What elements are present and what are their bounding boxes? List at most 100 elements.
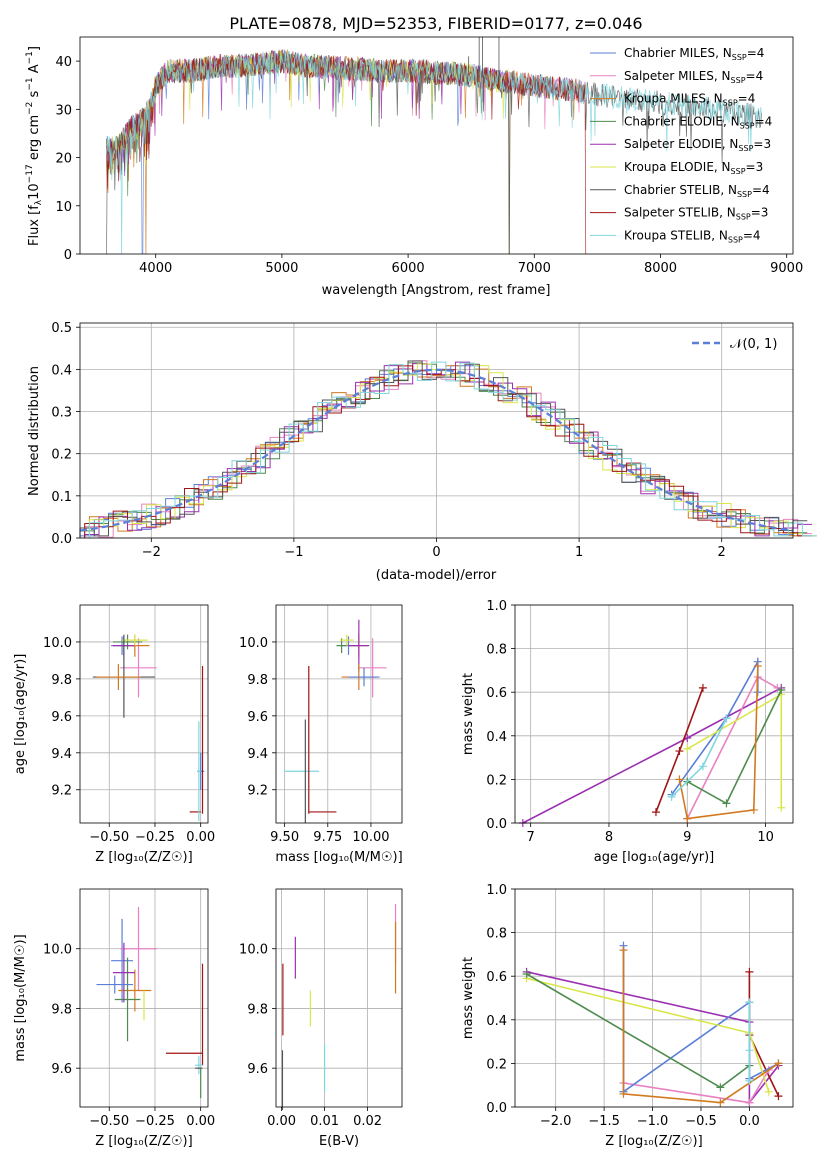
legend-label-value: =4 [747, 46, 765, 60]
legend-label-2: Kroupa MILES, NSSP=4 [624, 92, 755, 108]
weight_vs_age-marker [749, 805, 758, 814]
legend-label-0: Chabrier MILES, NSSP=4 [624, 46, 764, 62]
legend-label-sub: SSP [740, 121, 755, 130]
legend-label-text: Kroupa MILES, N [624, 92, 723, 106]
age_vs_Z-point-3 [112, 634, 143, 650]
weight_vs_age-ytick-label: 0.8 [486, 643, 507, 658]
spectrum-ytick-label: 40 [55, 55, 72, 70]
mass_vs_Z-point-9 [195, 1056, 203, 1075]
weight_vs_age-ytick-label: 0.4 [486, 730, 507, 745]
age_vs_Z-panel: −0.50 −0.25 0.00 9.2 9.4 9.6 9.8 10.0 Z [log₁₀(Z… [13, 604, 215, 865]
mass_vs_ebv-xtick-label: 0.01 [310, 1114, 339, 1129]
weight_vs_age-marker [698, 762, 707, 771]
mass_vs_Z-ytick-label: 10.0 [43, 943, 72, 958]
weight_vs_Z-marker [745, 998, 754, 1007]
mass_vs_ebv-panel: 0.00 0.01 0.02 9.6 9.8 10.0 E(B-V) [239, 888, 403, 1149]
legend-label-sub: SSP [728, 235, 743, 244]
residuals-ytick-label: 0.5 [51, 321, 72, 336]
weight_vs_Z-marker [745, 1046, 754, 1055]
mass_vs_Z-frame [79, 888, 209, 1108]
mass_vs_ebv-ytick-label: 10.0 [239, 943, 268, 958]
legend-label-text: Chabrier MILES, N [624, 46, 732, 60]
weight_vs_Z-frame [514, 888, 794, 1108]
residuals-histogram-6 [79, 360, 808, 538]
age_vs_mass-ytick-label: 10.0 [239, 636, 268, 651]
age_vs_mass-point-1 [358, 638, 387, 698]
weight_vs_Z-ytick-label: 1.0 [486, 883, 507, 898]
legend-label-3: Chabrier ELODIE, NSSP=4 [624, 114, 772, 130]
weight_vs_age-frame [514, 604, 794, 824]
age_vs_mass-point-5 [339, 634, 354, 646]
age_vs_Z-frame [79, 604, 209, 824]
weight_vs_Z-xtick-label: −1.0 [637, 1114, 669, 1129]
mass_vs_Z-ytick-label: 9.6 [51, 1062, 72, 1077]
legend-label-text: Kroupa ELODIE, N [624, 160, 731, 174]
weight_vs_age-marker [667, 792, 676, 801]
legend-label-value: =4 [743, 228, 761, 242]
age_vs_Z-ytick-label: 9.6 [51, 710, 72, 725]
age_vs_Z-xtick-label: −0.25 [135, 830, 175, 845]
weight_vs_Z-marker [745, 967, 754, 976]
weight_vs_age-marker [698, 683, 707, 692]
weight_vs_age-marker [777, 686, 786, 695]
weight_vs_Z-ytick-label: 0.8 [486, 927, 507, 942]
residuals-ytick-label: 0.3 [51, 406, 72, 421]
residuals-xtick-label: 2 [718, 545, 726, 560]
legend-label-sub: SSP [737, 190, 752, 199]
spectrum-ytick-label: 10 [55, 200, 72, 215]
weight_vs_age-ylabel: mass weight [461, 673, 476, 755]
residuals-ylabel: Normed distribution [27, 366, 42, 496]
age_vs_mass-point-3 [336, 638, 347, 654]
weight_vs_age-series-6 [678, 665, 759, 820]
weight_vs_Z-ytick-label: 0.6 [486, 970, 507, 985]
spectrum-xtick-label: 6000 [392, 261, 425, 276]
mass_vs_Z-xtick-label: −0.25 [135, 1114, 175, 1129]
weight_vs_age-ytick-label: 0.2 [486, 773, 507, 788]
spectrum-xtick-label: 7000 [518, 261, 551, 276]
legend-label-sub: SSP [723, 99, 738, 108]
mass_vs_ebv-ytick-label: 9.6 [247, 1062, 268, 1077]
age_vs_Z-point-5 [122, 634, 148, 646]
mass_vs_ebv-ytick-label: 9.8 [247, 1002, 268, 1017]
weight_vs_age-xtick-label: 10 [757, 830, 774, 845]
age_vs_mass-ytick-label: 9.4 [247, 747, 268, 762]
residuals-ytick-label: 0.0 [51, 532, 72, 547]
weight_vs_age-marker [777, 803, 786, 812]
legend-label-sub: SSP [738, 144, 753, 153]
legend-label-sub: SSP [731, 167, 746, 176]
spectrum-xlabel: wavelength [Angstrom, rest frame] [322, 283, 551, 298]
weight_vs_age-series-3 [670, 658, 759, 796]
weight_vs_Z-series-2 [622, 950, 770, 1104]
legend-label-7: Salpeter STELIB, NSSP=3 [624, 206, 768, 222]
weight_vs_Z-marker [745, 1098, 754, 1107]
age_vs_mass-ytick-label: 9.8 [247, 673, 268, 688]
mass_vs_Z-point-3 [114, 957, 141, 1042]
spectrum-xtick-label: 9000 [770, 261, 803, 276]
weight_vs_Z-xtick-label: −2.0 [540, 1114, 572, 1129]
legend-label-4: Salpeter ELODIE, NSSP=3 [624, 137, 771, 153]
legend-label-text: Chabrier STELIB, N [624, 183, 737, 197]
age_vs_mass-ytick-label: 9.2 [247, 784, 268, 799]
mass_vs_Z-xtick-label: −0.50 [89, 1114, 129, 1129]
weight_vs_age-marker [675, 747, 684, 756]
weight_vs_age-marker [651, 808, 660, 817]
age_vs_Z-xtick-label: −0.50 [89, 830, 129, 845]
legend-label-value: =4 [755, 114, 773, 128]
legend-label-text: Salpeter STELIB, N [624, 206, 736, 220]
legend-label-sub: SSP [731, 76, 746, 85]
legend-label-sub: SSP [732, 53, 747, 62]
age_vs_Z-ytick-label: 9.2 [51, 784, 72, 799]
age_vs_mass-ytick-label: 9.6 [247, 710, 268, 725]
age_vs_Z-point-10 [197, 721, 201, 822]
mass_vs_Z-point-4 [112, 942, 135, 1003]
mass_vs_Z-ytick-label: 9.8 [51, 1002, 72, 1017]
spectrum-xtick-label: 4000 [139, 261, 172, 276]
age_vs_Z-ylabel: age [log₁₀(age/yr)] [13, 654, 28, 775]
spectrum-panel: 4000 5000 6000 7000 8000 9000 0 10 20 30 40 Chabri… [25, 36, 803, 298]
legend-label-value: =4 [738, 92, 756, 106]
age_vs_mass-point-4 [348, 619, 370, 672]
weight_vs_age-series-5 [686, 689, 783, 805]
weight_vs_Z-ylabel: mass weight [461, 957, 476, 1039]
